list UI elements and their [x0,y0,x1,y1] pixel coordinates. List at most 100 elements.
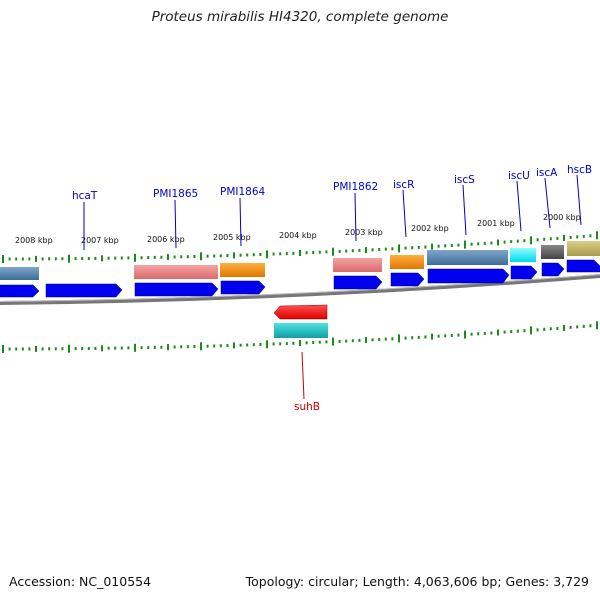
scale-tick [345,249,348,253]
gene-label-hcat[interactable]: hcaT [72,190,98,202]
scale-tick [470,242,473,246]
scale-tick [556,236,559,240]
gene-label-isca[interactable]: iscA [536,167,558,179]
scale-tick [35,255,37,262]
scale-tick [569,325,572,329]
accession-text: Accession: NC_010554 [9,574,152,589]
gene-label-pmi1865[interactable]: PMI1865 [153,188,198,200]
scale-tick [536,238,539,242]
gene-box-suhb[interactable] [274,323,328,338]
scale-tick [21,257,24,261]
scale-tick [450,334,453,337]
scale-tick [2,345,4,353]
scale-tick [140,256,143,260]
scale-tick [252,253,255,257]
gene-label-pmi1864[interactable]: PMI1864 [220,186,266,198]
scale-tick [61,257,64,261]
scale-tick [464,330,466,339]
kbp-label: 2006 kbp [147,235,185,244]
cds-arrow[interactable] [390,272,425,287]
scale-tick [378,248,381,251]
scale-tick [239,343,242,347]
gene-box-iscr[interactable] [390,255,424,269]
kbp-label: 2000 kbp [543,213,581,222]
scale-tick [272,252,275,256]
scale-tick [35,345,37,352]
gene-box-isca[interactable] [541,245,564,259]
gene-label-hscb[interactable]: hscB [567,164,592,176]
scale-tick [510,330,513,334]
cds-arrow[interactable] [510,265,538,280]
gene-label-suhb[interactable]: suhB [294,401,320,413]
gene-box-iscu[interactable] [510,248,536,262]
scale-tick [318,250,321,254]
label-leaders [83,174,582,400]
scale-tick [173,255,176,259]
cds-arrow-reverse[interactable] [273,304,328,320]
scale-tick [233,342,235,349]
scale-tick [411,336,414,340]
scale-tick [134,253,136,262]
gene-label-iscr[interactable]: iscR [393,179,414,191]
scale-tick [305,251,308,255]
cds-arrow[interactable] [0,284,40,298]
leader-line [354,192,357,242]
leader-line [544,177,551,229]
scale-tick [107,346,110,350]
scale-tick [180,255,183,259]
scale-tick [233,252,235,259]
scale-tick [483,241,486,245]
gene-label-iscu[interactable]: iscU [508,170,530,182]
scale-tick [332,247,334,256]
gene-box-pmi1865[interactable] [134,265,218,279]
scale-tick [351,339,354,343]
cds-arrow[interactable] [333,275,383,290]
gene-box-steel[interactable] [0,267,39,280]
gene-box-iscs[interactable] [427,250,508,265]
scale-tick [173,345,176,349]
scale-tick [272,342,275,346]
cds-arrow[interactable] [541,262,565,277]
scale-tick [28,347,31,351]
scale-tick [120,256,123,260]
genome-summary-text: Topology: circular; Length: 4,063,606 bp… [245,574,589,589]
scale-tick [206,344,209,348]
leader-line [576,174,582,226]
gene-label-iscs[interactable]: iscS [454,174,475,186]
kbp-label: 2003 kbp [345,228,383,237]
gene-box-pmi1864[interactable] [220,263,265,277]
scale-tick [450,244,453,247]
cds-arrow[interactable] [134,282,219,297]
scale-tick [530,326,532,335]
scale-tick [74,347,77,351]
scale-tick [140,346,143,350]
scale-tick [431,243,433,250]
scale-tick [127,346,130,350]
gene-box-hscb[interactable] [567,241,600,256]
cds-arrow[interactable] [220,280,266,295]
scale-tick [206,254,209,258]
gene-box-pmi1862[interactable] [333,258,382,272]
scale-tick [345,339,348,343]
leader-line [174,199,177,249]
scale-tick [477,332,480,336]
scale-tick [285,252,288,256]
scale-tick [299,250,301,256]
scale-tick [325,340,328,344]
cds-arrow[interactable] [427,268,510,284]
scale-tick [589,324,592,328]
scale-tick [147,256,150,260]
scale-tick [457,333,460,337]
scale-tick [589,234,592,238]
scale-tick [576,235,579,239]
scale-tick [219,254,222,258]
scale-tick [28,257,31,261]
scale-tick [54,347,57,351]
scale-tick [101,345,103,352]
scale-tick [48,257,51,261]
cds-arrow[interactable] [45,283,123,298]
cds-arrow[interactable] [566,259,600,273]
gene-label-pmi1862[interactable]: PMI1862 [333,181,378,193]
scale-tick [384,337,387,341]
